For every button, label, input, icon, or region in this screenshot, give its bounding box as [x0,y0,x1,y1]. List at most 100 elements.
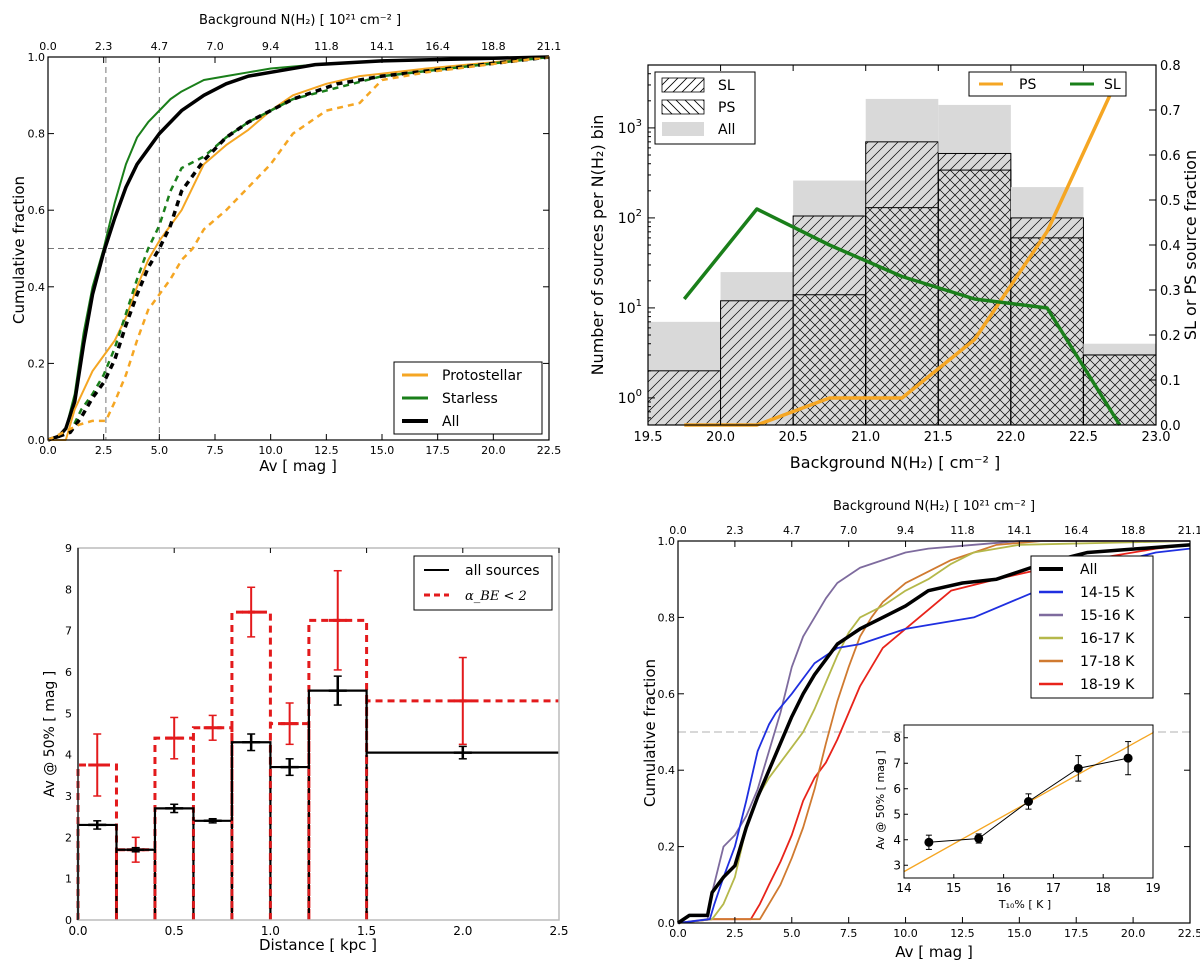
x-tick-label: 2.5 [549,924,568,938]
bar-ps [792,294,867,426]
x-tick-label: 21.0 [851,430,880,445]
y-tick-label: 0.8 [28,128,46,141]
inset-x-tick-label: 17 [1046,881,1061,895]
x-tick-label: 0.0 [669,927,687,940]
top-tick-label: 2.3 [726,524,744,537]
legend-label-alpha-be: α_BE < 2 [465,589,527,604]
y-axis-label: Cumulative fraction [641,659,659,807]
top-tick-label: 14.1 [370,40,395,53]
inset: 14 15 16 17 18 19 3 4 5 6 7 8 T₁₀% [ K ] Av @ 50% [… [874,724,1161,911]
x-tick-label: 0.0 [39,444,57,457]
x-tick-label: 10.0 [258,444,283,457]
x-tick-label: 22.0 [996,430,1025,445]
bar-ps [1082,354,1157,426]
inset-x-tick-label: 19 [1145,881,1160,895]
x-tick-label: 5.0 [151,444,169,457]
inset-data-point [924,837,934,847]
y-tick-label-right: 0.1 [1160,374,1181,389]
x-tick-label: 20.0 [1121,927,1146,940]
top-tick-label: 18.8 [481,40,506,53]
inset-y-tick-label: 7 [893,756,901,770]
panel-cumulative-by-class: 0.00.02.52.35.04.77.57.010.09.412.511.81… [10,13,561,475]
x-tick-label: 0.0 [68,924,87,938]
x-tick-label: 22.5 [1069,430,1098,445]
series-line-all [677,543,1191,925]
top-x-axis-label: Background N(H₂) [ 10²¹ cm⁻² ] [199,13,401,28]
y-tick-label-right: 0.5 [1160,194,1181,209]
y-tick-label: 3 [65,790,72,803]
inset-y-tick-label: 4 [893,833,901,847]
bar-sl [720,300,794,426]
inset-data-point [974,833,984,843]
x-tick-label: 20.5 [779,430,808,445]
series-line-all-alpha-be-2- [47,55,550,442]
x-tick-label: 17.5 [425,444,450,457]
y-tick-label: 0.6 [658,688,676,701]
y-tick-label: 0.4 [658,764,676,777]
top-tick-label: 9.4 [897,524,915,537]
top-tick-label: 21.1 [1178,524,1200,537]
legend-swatch-all-fill [662,122,704,136]
legend-label-starless: Starless [442,391,498,407]
x-tick-label: 15.0 [370,444,395,457]
x-tick-label: 15.0 [1007,927,1032,940]
top-tick-label: 0.0 [669,524,687,537]
y-tick-label: 0.2 [28,357,46,370]
inset-data-point [1123,753,1133,763]
panel-av50-vs-distance: 0.0 0.5 1.0 1.5 2.0 2.5 0 1 2 3 4 5 6 7 8 9 Distance [ … [42,542,569,954]
y-tick-label-right: 0.8 [1160,59,1181,74]
top-tick-label: 11.8 [314,40,339,53]
step-outline-all-sources [76,689,559,920]
x-tick-label: 20.0 [481,444,506,457]
legend-label-sl-line: SL [1104,77,1121,93]
legend-label-14-15-k: 14-15 K [1080,585,1135,601]
x-tick-label: 12.5 [950,927,975,940]
bar-ps [865,207,939,426]
legend-label-all: All [442,414,459,430]
inset-data-point [1073,763,1083,773]
legend-label-all-sources: all sources [465,563,540,579]
x-axis-label: Background N(H₂) [ cm⁻² ] [790,453,1000,472]
x-tick-label: 2.0 [453,924,472,938]
legend-label-15-16-k: 15-16 K [1080,608,1135,624]
series-line-14-15-k [677,547,1191,924]
x-axis-label: Av [ mag ] [895,943,973,961]
y-tick-label: 103 [618,118,642,137]
inset-y-tick-label: 5 [893,807,901,821]
y-axis-label: Cumulative fraction [10,176,28,324]
panel-histogram-by-column-density: 19.5 20.0 20.5 21.0 21.5 22.0 22.5 23.0 100 101 10… [588,59,1200,472]
axes-frame [677,540,1191,924]
y-tick-label: 8 [65,583,72,596]
top-tick-label: 7.0 [840,524,858,537]
top-tick-label: 4.7 [151,40,169,53]
legend-label-17-18-k: 17-18 K [1080,654,1135,670]
top-tick-label: 16.4 [425,40,450,53]
x-tick-label: 23.0 [1142,430,1171,445]
legend-label-ps: PS [718,100,735,116]
y-tick-label: 2 [65,831,72,844]
x-tick-label: 17.5 [1064,927,1089,940]
series-line-protostellar [48,56,550,441]
legend-swatch-ps-hatch [661,99,705,115]
legend-histograms: SL PS All [654,71,756,145]
top-tick-label: 9.4 [262,40,280,53]
x-axis-label: Distance [ kpc ] [259,936,377,954]
top-tick-label: 2.3 [95,40,113,53]
series-line-all [47,55,550,442]
x-tick-label: 7.5 [206,444,224,457]
inset-x-axis-label: T₁₀% [ K ] [998,898,1051,911]
x-tick-label: 22.5 [1178,927,1200,940]
inset-x-tick-label: 16 [996,881,1011,895]
y-tick-label: 0.0 [658,917,676,930]
x-tick-label: 0.5 [165,924,184,938]
legend: all sources α_BE < 2 [413,555,553,611]
legend-label-all: All [718,122,735,138]
x-tick-label: 7.5 [840,927,858,940]
inset-x-tick-label: 15 [946,881,961,895]
inset-y-tick-label: 3 [893,858,901,872]
inset-y-tick-label: 6 [893,782,901,796]
x-tick-label: 22.5 [537,444,562,457]
legend-label-18-19-k: 18-19 K [1080,677,1135,693]
x-tick-label: 12.5 [314,444,339,457]
